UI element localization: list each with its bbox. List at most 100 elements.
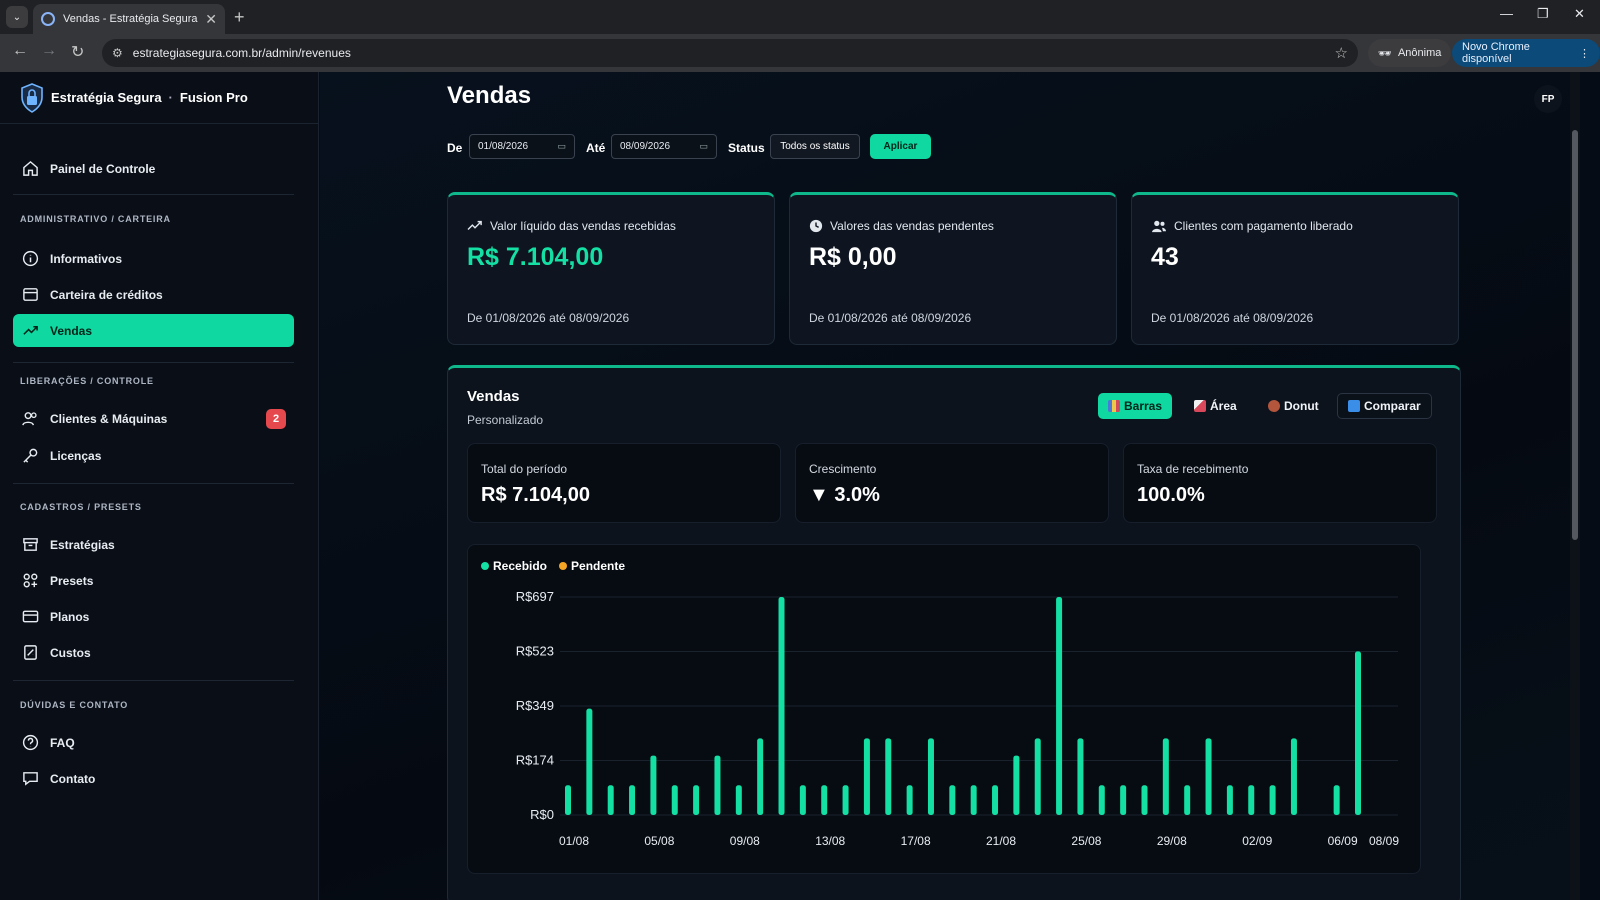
scrollbar[interactable] — [1570, 72, 1580, 900]
bar[interactable] — [1355, 651, 1361, 815]
bar[interactable] — [1098, 785, 1105, 815]
sidebar-item-presets[interactable]: Presets — [13, 564, 294, 597]
scrollbar-thumb[interactable] — [1572, 130, 1578, 540]
bar[interactable] — [1269, 785, 1276, 815]
bar[interactable] — [650, 755, 657, 815]
stat-card-header: Valor líquido das vendas recebidas — [467, 219, 676, 233]
calendar-icon[interactable]: ▭ — [699, 141, 708, 151]
sidebar-item-custos[interactable]: Custos — [13, 636, 294, 669]
kpi-total: Total do período R$ 7.104,00 — [467, 443, 781, 523]
bar[interactable] — [671, 785, 678, 815]
bar[interactable] — [949, 785, 956, 815]
back-icon[interactable]: ← — [12, 42, 28, 59]
bar[interactable] — [1077, 738, 1084, 815]
bar[interactable] — [586, 708, 593, 815]
bar[interactable] — [1120, 785, 1127, 815]
sidebar-item-clientes[interactable]: Clientes & Máquinas 2 — [13, 402, 294, 435]
browser-tab[interactable]: Vendas - Estratégia Segura ✕ — [33, 4, 225, 34]
chart-type-donut-button[interactable]: Donut — [1258, 393, 1329, 419]
bookmark-star-icon[interactable]: ☆ — [1334, 45, 1348, 62]
bar[interactable] — [1141, 785, 1148, 815]
sidebar-item-faq[interactable]: FAQ — [13, 726, 294, 759]
chart-type-compare-button[interactable]: Comparar — [1337, 393, 1432, 419]
bar[interactable] — [927, 738, 934, 815]
bar[interactable] — [1290, 738, 1297, 815]
x-tick-label: 01/08 — [559, 834, 589, 848]
bar[interactable] — [693, 785, 700, 815]
sidebar-item-informativos[interactable]: Informativos — [13, 242, 294, 275]
bar[interactable] — [1162, 738, 1169, 815]
bar[interactable] — [629, 785, 636, 815]
new-tab-button[interactable]: + — [234, 7, 245, 27]
incognito-badge[interactable]: 🕶 Anônima — [1368, 39, 1452, 67]
bar[interactable] — [970, 785, 977, 815]
stat-card-pending: Valores das vendas pendentes R$ 0,00 De … — [789, 192, 1117, 345]
sidebar-item-label: Estratégias — [50, 537, 115, 552]
sidebar-item-carteira[interactable]: Carteira de créditos — [13, 278, 294, 311]
address-bar[interactable]: ⚙ estrategiasegura.com.br/admin/revenues… — [102, 39, 1358, 67]
bar[interactable] — [1184, 785, 1191, 815]
bar[interactable] — [1333, 785, 1340, 815]
bar[interactable] — [906, 785, 913, 815]
chrome-update-button[interactable]: Novo Chrome disponível ⋮ — [1452, 39, 1600, 67]
calendar-icon[interactable]: ▭ — [557, 141, 566, 151]
chart-type-bars-button[interactable]: Barras — [1098, 393, 1173, 419]
bar[interactable] — [735, 785, 742, 815]
minimize-icon[interactable]: — — [1500, 6, 1513, 21]
apply-button[interactable]: Aplicar — [870, 134, 931, 159]
sidebar-item-label: Informativos — [50, 251, 123, 266]
legend-label: Recebido — [493, 559, 548, 573]
sidebar-item-licencas[interactable]: Licenças — [13, 439, 294, 472]
site-info-icon[interactable]: ⚙ — [112, 46, 123, 60]
close-tab-icon[interactable]: ✕ — [205, 10, 217, 27]
chart-type-label: Donut — [1284, 399, 1319, 413]
bar[interactable] — [1248, 785, 1255, 815]
browser-tabbar: ⌄ Vendas - Estratégia Segura ✕ + — ❐ ✕ — [0, 0, 1600, 34]
bar[interactable] — [992, 785, 999, 815]
from-date-input[interactable]: 01/08/2026 ▭ — [469, 134, 575, 159]
legend-item-pendente[interactable]: Pendente — [559, 559, 625, 573]
bar[interactable] — [885, 738, 892, 815]
tab-title: Vendas - Estratégia Segura — [63, 13, 198, 25]
window-close-icon[interactable]: ✕ — [1574, 6, 1585, 21]
reload-icon[interactable]: ↻ — [71, 44, 85, 61]
chart-type-label: Comparar — [1364, 399, 1421, 413]
forward-icon[interactable]: → — [41, 42, 57, 59]
bar[interactable] — [1205, 738, 1212, 815]
avatar[interactable]: FP — [1534, 85, 1562, 113]
sidebar-item-vendas[interactable]: Vendas — [13, 314, 294, 347]
chart-type-label: Barras — [1124, 399, 1163, 413]
bar[interactable] — [1013, 755, 1020, 815]
bar[interactable] — [714, 755, 721, 815]
bar[interactable] — [799, 785, 806, 815]
sidebar-item-estrategias[interactable]: Estratégias — [13, 528, 294, 561]
bar[interactable] — [1034, 738, 1041, 815]
status-label: Status — [728, 141, 765, 155]
sidebar-item-label: Painel de Controle — [50, 161, 156, 176]
sidebar-item-painel[interactable]: Painel de Controle — [13, 152, 294, 185]
legend-item-recebido[interactable]: Recebido — [481, 559, 547, 573]
bar[interactable] — [1056, 597, 1063, 815]
archive-icon — [21, 536, 39, 554]
bar[interactable] — [757, 738, 764, 815]
restore-icon[interactable]: ❐ — [1537, 6, 1549, 21]
brand[interactable]: Estratégia Segura · Fusion Pro — [0, 72, 318, 124]
chart-type-area-button[interactable]: Área — [1184, 393, 1247, 419]
bar[interactable] — [1226, 785, 1233, 815]
bar[interactable] — [821, 785, 828, 815]
tab-search-button[interactable]: ⌄ — [6, 6, 28, 28]
bar[interactable] — [778, 597, 785, 815]
bar[interactable] — [842, 785, 849, 815]
browser-toolbar: ← → ↻ ⚙ estrategiasegura.com.br/admin/re… — [0, 34, 1600, 72]
more-menu-icon[interactable]: ⋮ — [1579, 47, 1590, 60]
bar[interactable] — [607, 785, 614, 815]
status-select[interactable]: Todos os status — [770, 134, 860, 159]
sidebar-item-planos[interactable]: Planos — [13, 600, 294, 633]
stat-card-clients: Clientes com pagamento liberado 43 De 01… — [1131, 192, 1459, 345]
sidebar-item-contato[interactable]: Contato — [13, 762, 294, 795]
bar[interactable] — [863, 738, 870, 815]
bar[interactable] — [565, 785, 571, 815]
divider — [13, 194, 294, 195]
notification-badge: 2 — [266, 408, 286, 429]
to-date-input[interactable]: 08/09/2026 ▭ — [611, 134, 717, 159]
